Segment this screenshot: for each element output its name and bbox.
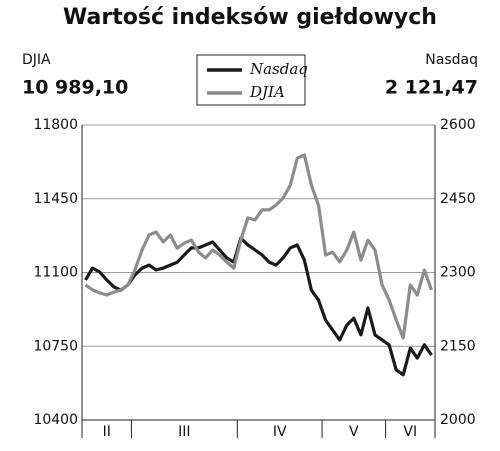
y-tick-label: 10400 [33,412,78,428]
legend-label: DJIA [249,83,285,101]
x-tick-label: V [349,424,359,440]
y-tick-label: 11450 [33,191,78,207]
y-tick-label: 10750 [33,338,78,354]
left-header-value: 10 989,10 [22,77,128,99]
y2-tick-label: 2600 [440,117,476,133]
legend-box [196,54,306,106]
x-tick-label: II [103,424,111,440]
left-header-name: DJIA [22,52,51,68]
y-tick-label: 11800 [33,117,78,133]
y-tick-label: 11100 [33,265,78,281]
x-tick-label: III [178,424,190,440]
x-tick-label: VI [403,424,417,440]
right-header-value: 2 121,47 [385,77,478,99]
chart-title: Wartość indeksów giełdowych [63,5,437,30]
series-line [84,236,433,377]
right-header-name: Nasdaq [425,52,478,68]
series-line [84,153,434,340]
x-tick-label: IV [273,424,287,440]
y2-tick-label: 2450 [440,191,476,207]
y2-tick-label: 2300 [440,265,476,281]
y2-tick-label: 2000 [440,412,476,428]
legend-label: Nasdaq [249,60,308,78]
y2-tick-label: 2150 [440,338,476,354]
